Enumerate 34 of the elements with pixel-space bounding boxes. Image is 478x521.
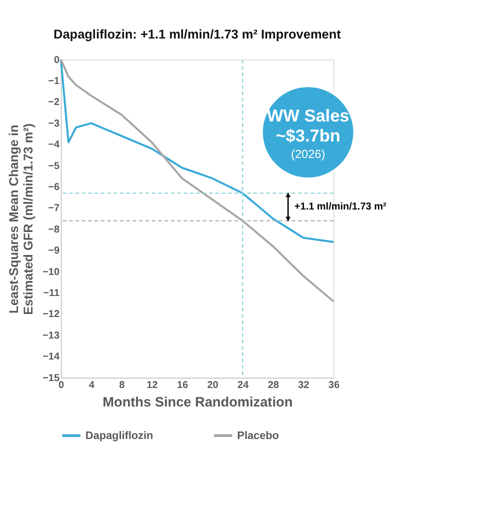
y-tick-label: −15 xyxy=(42,372,60,384)
y-tick-label: −9 xyxy=(48,246,60,257)
x-axis-title: Months Since Randomization xyxy=(102,394,293,410)
y-tick-label: −3 xyxy=(48,118,60,130)
x-tick-label: 28 xyxy=(268,380,280,392)
y-tick-label: −6 xyxy=(48,182,60,194)
y-tick-label: −4 xyxy=(48,140,60,151)
x-tick-label: 20 xyxy=(207,380,219,392)
y-tick-label: −7 xyxy=(48,203,60,214)
annotation: WW Sales xyxy=(266,105,350,126)
y-tick-label: −10 xyxy=(42,266,60,278)
legend-label: Placebo xyxy=(237,430,280,442)
annotation: (2026) xyxy=(291,146,326,161)
x-tick-label: 24 xyxy=(238,380,250,392)
y-tick-label: −12 xyxy=(42,309,60,320)
y-tick-label: −8 xyxy=(48,224,60,236)
y-tick-label: −1 xyxy=(48,76,60,87)
y-tick-label: −5 xyxy=(48,160,60,172)
y-tick-label: −2 xyxy=(48,97,60,108)
x-tick-label: 12 xyxy=(146,380,158,392)
y-tick-label: 0 xyxy=(54,54,60,66)
y-tick-label: −13 xyxy=(42,330,60,342)
x-tick-label: 8 xyxy=(119,380,126,392)
annotation: +1.1 ml/min/1.73 m² xyxy=(294,202,387,213)
y-axis-title: Least-Squares Mean Change in Estimated GFR (ml/min/1.73 m²) xyxy=(6,123,36,315)
x-tick-label: 32 xyxy=(298,380,310,392)
annotation: ~$3.7bn xyxy=(276,125,340,146)
chart-title: Dapagliflozin: +1.1 ml/min/1.73 m² Improvement xyxy=(54,26,342,42)
x-tick-label: 16 xyxy=(176,380,189,392)
x-tick-label: 4 xyxy=(88,380,95,392)
y-tick-label: −14 xyxy=(42,352,60,363)
x-tick-label: 36 xyxy=(328,380,340,392)
legend-label: Dapagliflozin xyxy=(85,430,154,442)
y-tick-label: −11 xyxy=(43,288,60,300)
